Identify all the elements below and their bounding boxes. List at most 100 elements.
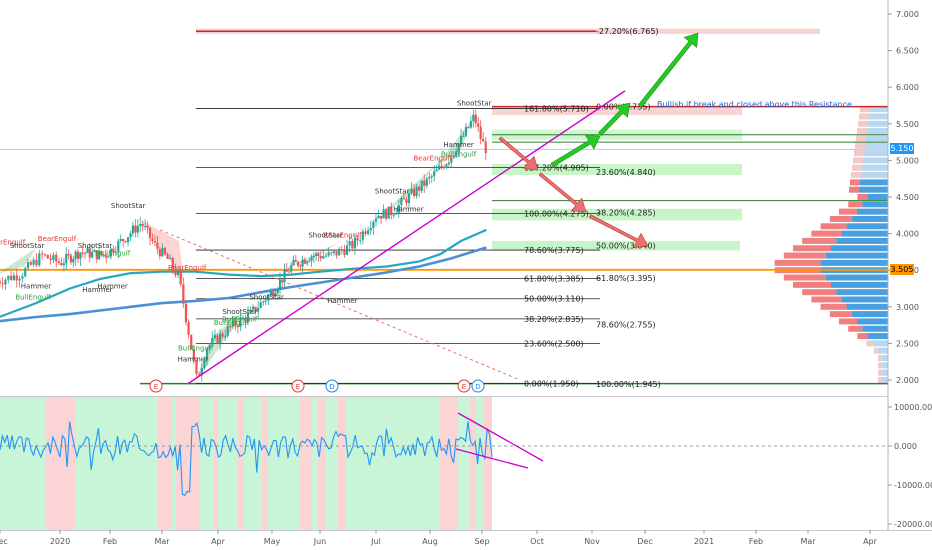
- volume-profile-down-bar: [820, 223, 847, 230]
- bear-candle: [35, 259, 38, 266]
- poc-price-badge: [890, 264, 914, 275]
- bull-candle: [459, 135, 463, 144]
- volume-profile-up-bar: [869, 113, 888, 120]
- bear-candle: [151, 238, 154, 242]
- volume-profile-up-bar: [882, 369, 888, 376]
- bear-candle: [317, 253, 320, 256]
- bear-candle: [124, 241, 127, 243]
- event-marker-E: [291, 379, 305, 393]
- pattern-label-neutral: ShootStar: [10, 242, 45, 250]
- bear-candle: [442, 166, 446, 169]
- bull-candle: [226, 326, 229, 336]
- bull-candle: [208, 344, 211, 349]
- volume-profile-up-bar: [851, 311, 888, 318]
- volume-profile-up-bar: [867, 333, 888, 340]
- pattern-label-neutral: Hammer: [327, 297, 357, 305]
- bear-candle: [234, 320, 237, 327]
- osc-wedge-upper-ext: [489, 430, 544, 462]
- bull-candle: [428, 176, 431, 179]
- moving-average-fast: [0, 228, 487, 318]
- pattern-label-neutral: ShootStar: [249, 293, 284, 301]
- bull-candle: [213, 335, 217, 339]
- fib-right-label: 78.60%(2.755): [596, 321, 656, 330]
- x-tick-label: Dec: [0, 537, 8, 546]
- bull-shade: [376, 160, 441, 219]
- bear-candle: [134, 225, 137, 233]
- pattern-label-bull: BullEngulf: [178, 345, 214, 353]
- volume-profile-up-bar: [836, 289, 888, 296]
- projection-arrows: [498, 32, 699, 248]
- bear-candle: [76, 251, 80, 259]
- osc-wedge-upper: [457, 412, 491, 432]
- volume-profile-up-bar: [867, 194, 888, 200]
- bear-candle: [105, 255, 108, 258]
- pattern-label-bear: BearEngulf: [413, 154, 452, 162]
- volume-profile-down-bar: [851, 172, 861, 179]
- fib-right-label: 100.00%(1.945): [596, 380, 661, 389]
- event-marker-label: E: [296, 383, 300, 391]
- pattern-label-neutral: Hammer: [97, 283, 127, 291]
- osc-y-tick-label: 10000.000: [894, 403, 932, 412]
- bull-candle: [290, 264, 293, 272]
- bear-candle: [163, 247, 167, 255]
- bull-candle: [267, 295, 270, 301]
- oscillator-background-bands: [0, 397, 888, 530]
- bear-candle: [221, 333, 224, 337]
- volume-profile-down-bar: [802, 237, 837, 244]
- bull-candle: [283, 269, 286, 283]
- bull-candle: [38, 253, 41, 266]
- bear-candle: [88, 248, 91, 258]
- trendlines: [159, 90, 626, 385]
- bull-candle: [169, 258, 172, 260]
- bull-candle: [400, 198, 403, 205]
- pattern-label-bull: BullEngulf: [95, 250, 131, 258]
- bull-candle: [369, 227, 372, 231]
- x-tick-label: Jun: [313, 537, 327, 546]
- volume-profile-up-bar: [846, 223, 888, 230]
- bull-candle: [274, 293, 277, 297]
- bear-candle: [100, 250, 103, 256]
- bull-candle: [24, 268, 27, 277]
- bull-candle: [430, 176, 433, 178]
- bull-candle: [455, 152, 458, 156]
- bear-candle: [423, 180, 426, 186]
- bear-candle: [146, 225, 149, 228]
- osc-y-tick-label: -20000.000: [894, 520, 932, 529]
- up-arrow-3: [637, 32, 699, 108]
- bull-candle: [32, 259, 35, 265]
- fib-right-label: 61.80%(3.395): [596, 274, 656, 283]
- volume-profile-up-bar: [862, 325, 888, 332]
- bear-candle: [303, 259, 306, 264]
- bear-candle: [81, 252, 84, 254]
- bear-candle: [46, 254, 49, 259]
- x-tick-label: Oct: [530, 537, 544, 546]
- bull-candle: [109, 248, 113, 257]
- x-tick-label: Mar: [800, 537, 816, 546]
- volume-profile-up-bar: [864, 150, 888, 157]
- x-tick-label: Aug: [422, 537, 438, 546]
- bear-candle: [69, 255, 73, 263]
- poc-price-label: 3.505: [891, 265, 914, 274]
- event-marker-label: D: [475, 383, 480, 391]
- bull-candle: [308, 260, 311, 262]
- bull-candle: [93, 250, 96, 252]
- bull-candle: [117, 240, 120, 252]
- volume-profile-up-bar: [867, 128, 888, 135]
- fib-left-label: 38.20%(2.835): [524, 315, 584, 324]
- pattern-label-bull: BullEngulf: [15, 293, 51, 301]
- up-arrow-1: [550, 135, 601, 168]
- pattern-label-neutral: ShootStar: [457, 100, 492, 108]
- event-marker-label: E: [462, 383, 466, 391]
- event-marker-D: [325, 379, 339, 393]
- bull-candle: [457, 143, 460, 153]
- volume-profile-up-bar: [841, 296, 888, 303]
- bear-candle: [179, 271, 182, 285]
- volume-profile-down-bar: [857, 333, 868, 340]
- volume-profile-down-bar: [873, 347, 878, 354]
- bear-candle: [182, 284, 185, 304]
- bear-candle: [158, 248, 161, 257]
- bear-candle: [379, 215, 383, 219]
- bull-candle: [338, 249, 341, 256]
